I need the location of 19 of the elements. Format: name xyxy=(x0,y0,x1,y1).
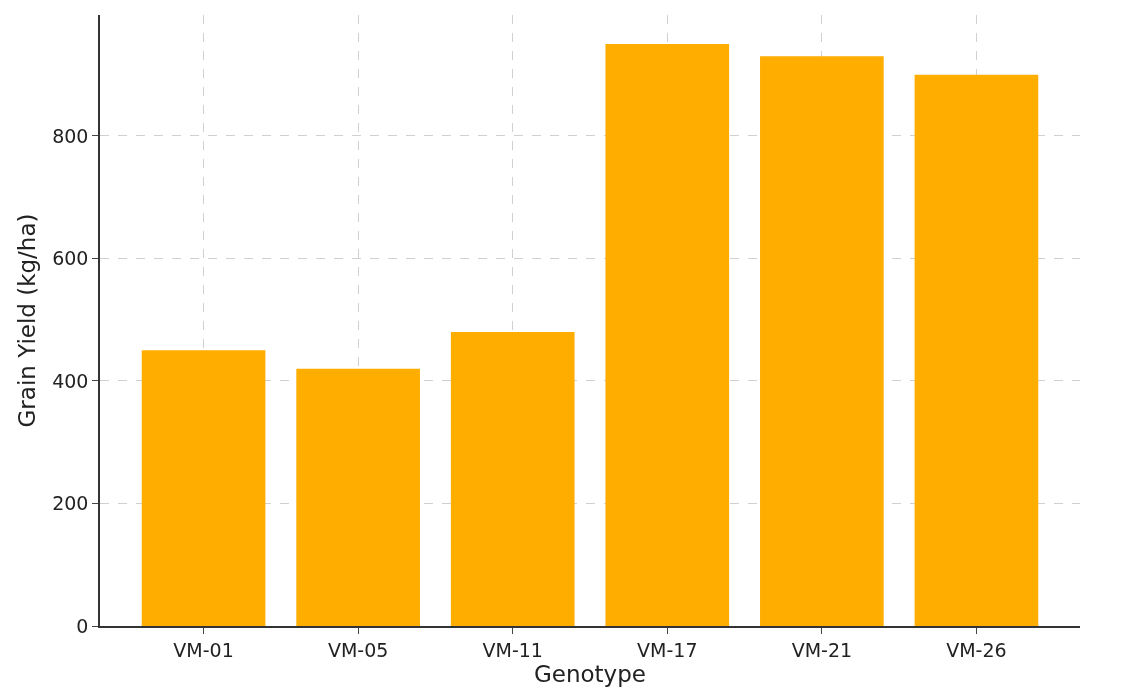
x-tick-label: VM-21 xyxy=(791,638,853,661)
y-tick-label: 800 xyxy=(52,124,89,147)
bar xyxy=(296,368,420,626)
x-tick-label: VM-01 xyxy=(173,638,234,661)
y-tick-label: 600 xyxy=(52,247,89,270)
bar xyxy=(605,44,730,626)
x-tick-label: VM-11 xyxy=(482,638,543,661)
bar xyxy=(760,56,884,626)
y-axis-title: Grain Yield (kg/ha) xyxy=(14,213,41,428)
y-tick-label: 400 xyxy=(52,369,89,392)
y-tick-label: 0 xyxy=(76,614,89,637)
bar xyxy=(141,350,266,626)
y-tick-label: 200 xyxy=(52,492,89,515)
bar xyxy=(914,74,1039,626)
x-axis-title: Genotype xyxy=(533,660,647,687)
bar xyxy=(450,331,575,626)
x-tick-label: VM-05 xyxy=(327,638,389,661)
x-tick-label: VM-17 xyxy=(637,638,698,661)
x-tick-label: VM-26 xyxy=(946,638,1007,661)
